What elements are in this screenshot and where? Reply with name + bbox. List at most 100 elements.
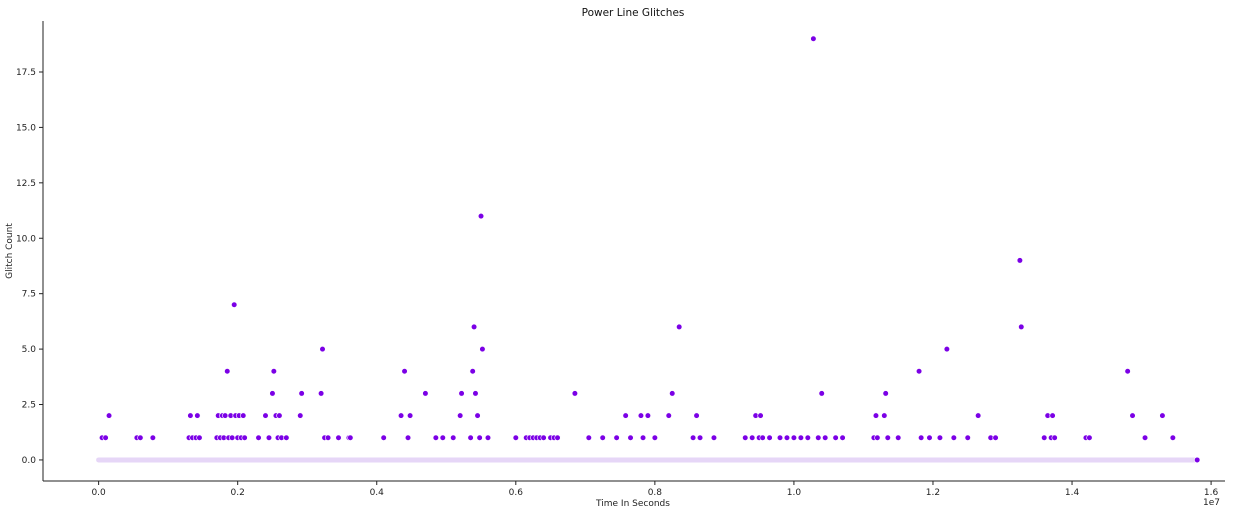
data-point (105, 412, 113, 419)
chart-title: Power Line Glitches (582, 7, 685, 19)
data-point (102, 434, 109, 441)
y-tick-label: 17.5 (16, 68, 36, 78)
data-point (669, 390, 676, 397)
data-point (644, 412, 652, 419)
data-point (479, 345, 486, 353)
x-tick-label: 0.4 (370, 488, 385, 498)
data-point (458, 390, 465, 397)
data-point (347, 434, 354, 441)
data-point (265, 434, 273, 441)
y-tick-label: 2.5 (22, 401, 36, 411)
data-point (815, 434, 822, 441)
data-point (319, 345, 326, 353)
data-point (1018, 323, 1025, 331)
data-point (637, 412, 645, 419)
data-point (407, 412, 414, 419)
data-point (818, 390, 825, 397)
x-tick-label: 0.6 (509, 488, 524, 498)
data-point (269, 390, 276, 397)
data-point (651, 434, 658, 441)
data-point (1159, 412, 1166, 419)
data-point (1051, 434, 1058, 441)
data-point (1194, 456, 1201, 464)
data-point (470, 323, 478, 331)
data-point (757, 412, 764, 419)
data-point (222, 412, 229, 419)
data-point (839, 434, 846, 441)
data-point (335, 434, 342, 441)
data-point (450, 434, 457, 441)
data-point (759, 434, 766, 441)
data-point (137, 434, 144, 441)
data-point (1124, 368, 1131, 375)
x-axis-ticks: 0.0 0.2 0.4 0.6 0.8 1.0 1.2 1.4 1.6 (91, 481, 1219, 498)
data-point (943, 345, 950, 353)
y-axis-label: Glitch Count (5, 223, 15, 279)
y-tick-label: 7.5 (22, 290, 36, 300)
data-point (187, 412, 194, 419)
data-point (783, 434, 791, 441)
data-point (822, 434, 829, 441)
data-point (474, 412, 481, 419)
data-point (229, 434, 236, 441)
data-point (613, 434, 620, 441)
data-point (627, 434, 634, 441)
data-point (689, 434, 697, 441)
data-point (936, 434, 944, 441)
data-point (318, 390, 325, 397)
data-points (98, 35, 1201, 464)
data-point (439, 434, 446, 441)
data-point (585, 434, 592, 441)
data-point (224, 368, 231, 375)
x-tick-label: 1.0 (787, 488, 802, 498)
data-point (1086, 434, 1093, 441)
data-point (149, 434, 156, 441)
data-point (298, 390, 305, 397)
data-point (1129, 412, 1136, 419)
data-point (571, 390, 579, 397)
data-point (797, 434, 804, 441)
data-point (1049, 412, 1056, 419)
data-point (476, 434, 483, 441)
data-point (810, 35, 817, 42)
x-tick-label: 0.8 (648, 488, 663, 498)
data-point (432, 434, 439, 441)
y-tick-label: 12.5 (16, 179, 36, 189)
data-point (776, 434, 784, 441)
data-point (975, 412, 982, 419)
data-point (895, 434, 902, 441)
y-tick-label: 5.0 (22, 345, 37, 355)
data-point (324, 434, 332, 441)
x-tick-label: 0.2 (231, 488, 245, 498)
x-tick-label: 1.2 (926, 488, 940, 498)
data-point (1041, 434, 1048, 441)
data-point (882, 390, 889, 397)
data-point (964, 434, 971, 441)
data-point (790, 434, 798, 441)
data-point (915, 368, 923, 375)
data-point (676, 323, 683, 331)
data-point (457, 412, 464, 419)
data-point (469, 368, 476, 375)
data-point (665, 412, 672, 419)
data-point (472, 390, 479, 397)
data-point (270, 368, 277, 375)
data-point (196, 434, 203, 441)
y-tick-label: 10.0 (16, 234, 36, 244)
data-point (622, 412, 629, 419)
x-offset-label: 1e7 (1203, 498, 1220, 508)
data-point (241, 434, 248, 441)
y-axis-ticks: 0.0 2.5 5.0 7.5 10.0 12.5 15.0 17.5 (16, 68, 43, 466)
data-point (262, 412, 269, 419)
data-point (874, 434, 881, 441)
data-point (696, 434, 704, 441)
data-point (742, 434, 749, 441)
data-point (926, 434, 933, 441)
data-point (397, 412, 405, 419)
data-point (276, 412, 283, 419)
x-tick-label: 1.6 (1204, 488, 1219, 498)
data-point (884, 434, 891, 441)
data-point (766, 434, 773, 441)
y-tick-label: 15.0 (16, 123, 36, 133)
axis-spines (42, 21, 1225, 482)
